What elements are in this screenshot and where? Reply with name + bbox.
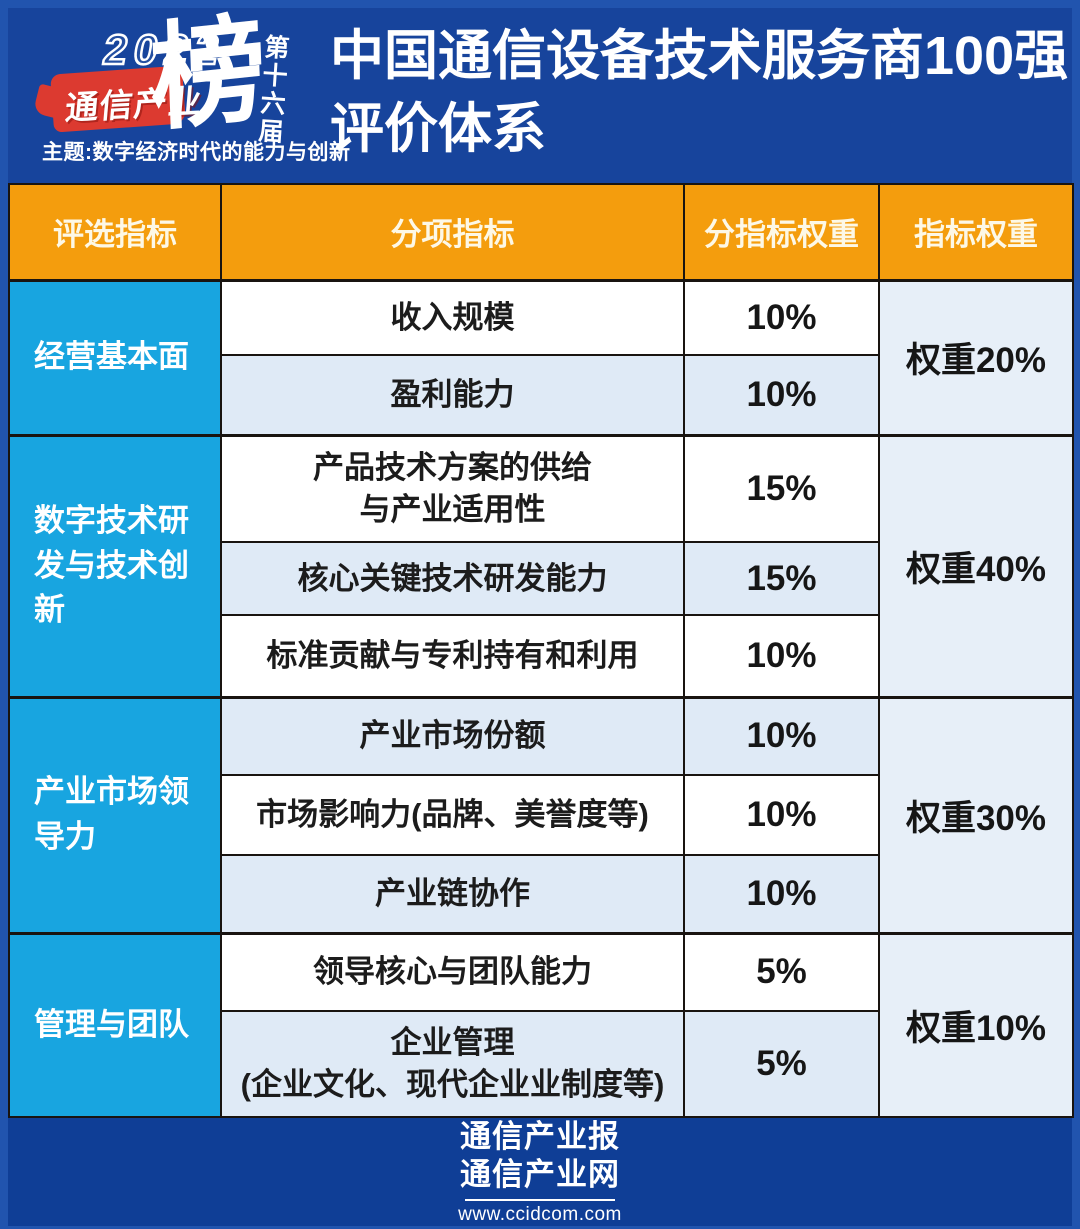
page-title: 中国通信设备技术服务商100强 评价体系	[330, 20, 1068, 166]
indicator-cell: 产品技术方案的供给 与产业适用性	[220, 433, 685, 543]
indicator-cell: 产业链协作	[220, 854, 685, 934]
edition-vertical-label: 第十六届	[254, 33, 291, 147]
column-header-indicator: 分项指标	[220, 183, 685, 281]
groupweight-cell: 权重30%	[878, 695, 1074, 934]
table-row: 核心关键技术研发能力 15%	[9, 541, 1073, 616]
table-row: 盈利能力 10%	[9, 354, 1073, 436]
indicator-cell: 核心关键技术研发能力	[220, 541, 685, 616]
subweight-cell: 5%	[683, 1010, 880, 1118]
footer-banner: 通信产业报 通信产业网 www.ccidcom.com	[8, 1118, 1072, 1226]
footer-divider	[465, 1198, 615, 1201]
subweight-cell: 10%	[683, 774, 880, 856]
indicator-cell: 领导核心与团队能力	[220, 931, 685, 1012]
bang-calligraphy-character: 榜	[147, 0, 269, 149]
groupweight-cell: 权重10%	[878, 931, 1074, 1118]
title-line-1: 中国通信设备技术服务商100强	[330, 26, 1069, 86]
subweight-cell: 15%	[683, 541, 880, 616]
header-banner: 2022 通信产业 榜 第十六届 主题:数字经济时代的能力与创新 中国通信设备技…	[8, 0, 1072, 183]
table-row: 数字技术研发与技术创新 产品技术方案的供给 与产业适用性 15% 权重40%	[8, 433, 1074, 698]
table-row: 标准贡献与专利持有和利用 10%	[9, 614, 1073, 698]
indicator-cell: 收入规模	[220, 278, 685, 356]
category-cell: 管理与团队	[8, 931, 222, 1118]
category-cell: 经营基本面	[8, 278, 222, 436]
subweight-cell: 10%	[683, 354, 880, 436]
table-row: 市场影响力(品牌、美誉度等) 10%	[9, 774, 1073, 856]
indicator-cell: 产业市场份额	[220, 695, 685, 776]
indicator-cell: 市场影响力(品牌、美誉度等)	[220, 774, 685, 856]
groupweight-cell: 权重20%	[878, 278, 1074, 436]
category-cell: 数字技术研发与技术创新	[8, 433, 222, 698]
table-row: 企业管理 (企业文化、现代企业业制度等) 5%	[9, 1010, 1073, 1118]
footer-url: www.ccidcom.com	[458, 1203, 622, 1225]
evaluation-table-wrap: 评选指标 分项指标 分指标权重 指标权重 经营基本面 收入规模 10% 权重20…	[8, 183, 1074, 1118]
subweight-cell: 15%	[683, 433, 880, 543]
column-header-subweight: 分指标权重	[683, 183, 880, 281]
groupweight-cell: 权重40%	[878, 433, 1074, 698]
subweight-cell: 10%	[683, 278, 880, 356]
category-cell: 产业市场领导力	[8, 695, 222, 934]
subweight-cell: 5%	[683, 931, 880, 1012]
table-row: 经营基本面 收入规模 10% 权重20%	[8, 278, 1074, 436]
table-header-row: 评选指标 分项指标 分指标权重 指标权重	[8, 183, 1074, 281]
table-row: 管理与团队 领导核心与团队能力 5% 权重10%	[8, 931, 1074, 1118]
footer-brand-line1: 通信产业报	[460, 1119, 620, 1154]
subweight-cell: 10%	[683, 854, 880, 934]
footer-brand: 通信产业报 通信产业网	[460, 1118, 620, 1194]
title-line-2: 评价体系	[330, 99, 546, 159]
indicator-cell: 标准贡献与专利持有和利用	[220, 614, 685, 698]
table-row: 产业链协作 10%	[9, 854, 1073, 934]
subweight-cell: 10%	[683, 695, 880, 776]
subweight-cell: 10%	[683, 614, 880, 698]
column-header-category: 评选指标	[8, 183, 222, 281]
evaluation-table: 评选指标 分项指标 分指标权重 指标权重 经营基本面 收入规模 10% 权重20…	[8, 183, 1074, 1118]
indicator-cell: 企业管理 (企业文化、现代企业业制度等)	[220, 1010, 685, 1118]
event-logo: 2022 通信产业 榜 第十六届 主题:数字经济时代的能力与创新	[8, 0, 350, 183]
table-row: 产业市场领导力 产业市场份额 10% 权重30%	[8, 695, 1074, 934]
footer-brand-line2: 通信产业网	[460, 1156, 620, 1192]
theme-line: 主题:数字经济时代的能力与创新	[42, 141, 351, 164]
column-header-weight: 指标权重	[878, 183, 1074, 281]
indicator-cell: 盈利能力	[220, 354, 685, 436]
